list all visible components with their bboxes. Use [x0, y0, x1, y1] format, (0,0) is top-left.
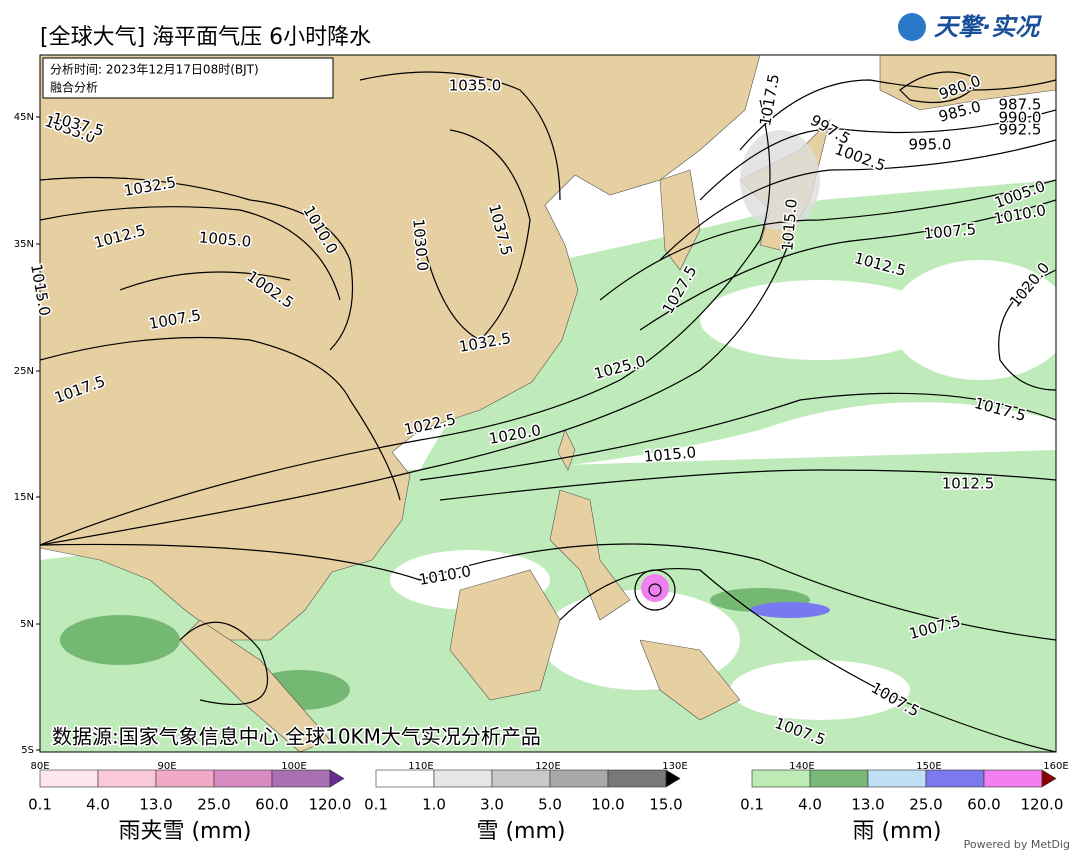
- lat-label: 15N: [14, 492, 34, 503]
- colorbar-tick: 60.0: [255, 796, 288, 814]
- lon-label: 100E: [281, 761, 306, 772]
- colorbar-title: 雨 (mm): [852, 819, 941, 844]
- lat-label: 45N: [14, 112, 34, 123]
- colorbar-tick: 0.1: [364, 796, 388, 814]
- intense-rain: [641, 574, 669, 602]
- colorbar-bin: [607, 769, 667, 788]
- title: [全球大气] 海平面气压 6小时降水: [40, 25, 371, 50]
- colorbar-bin: [491, 769, 551, 788]
- colorbar-tick: 13.0: [851, 796, 884, 814]
- isobar-label: 995.0: [909, 136, 952, 154]
- colorbar-tick: 10.0: [591, 796, 624, 814]
- colorbar-bin: [751, 769, 811, 788]
- colorbar-bin: [39, 769, 99, 788]
- map-frame: [39, 54, 1057, 753]
- lon-label: 110E: [408, 761, 433, 772]
- lon-label: 120E: [535, 761, 560, 772]
- colorbar-bin: [867, 769, 927, 788]
- colorbar-tick: 15.0: [649, 796, 682, 814]
- map-area: [40, 55, 1056, 752]
- colorbar-bin: [375, 769, 435, 788]
- isobar-label: 992.5: [999, 121, 1042, 139]
- colorbar-tick: 5.0: [538, 796, 562, 814]
- lat-label: 35N: [14, 239, 34, 250]
- isobar-label: 1035.0: [449, 77, 502, 95]
- footer: Powered by MetDig: [964, 838, 1070, 851]
- lat-label: 5N: [20, 619, 34, 630]
- lon-label: 150E: [916, 761, 941, 772]
- lon-label: 90E: [157, 761, 176, 772]
- isobar-label: 1012.5: [942, 475, 995, 493]
- colorbar-arrow: [665, 769, 681, 788]
- colorbar-tick: 25.0: [909, 796, 942, 814]
- logo: 天擎·实况: [934, 13, 1042, 41]
- colorbar-arrow: [329, 769, 345, 788]
- colorbar-tick: 4.0: [798, 796, 822, 814]
- colorbar-bin: [809, 769, 869, 788]
- colorbar-tick: 13.0: [139, 796, 172, 814]
- logo-icon: [898, 13, 926, 41]
- colorbar-tick: 60.0: [967, 796, 1000, 814]
- colorbar-tick: 25.0: [197, 796, 230, 814]
- colorbar-bin: [97, 769, 157, 788]
- lat-label: 25N: [14, 366, 34, 377]
- colorbar-tick: 1.0: [422, 796, 446, 814]
- colorbar-title: 雨夹雪 (mm): [118, 819, 251, 844]
- colorbar-bin: [155, 769, 215, 788]
- colorbar-tick: 120.0: [309, 796, 352, 814]
- isobar-label: 1015.0: [643, 443, 697, 466]
- colorbar-tick: 3.0: [480, 796, 504, 814]
- isobars: [40, 71, 1056, 752]
- lon-label: 140E: [789, 761, 814, 772]
- data-source: 数据源:国家气象信息中心 全球10KM大气实况分析产品: [52, 725, 541, 749]
- lon-label: 80E: [30, 761, 49, 772]
- lat-label: 5S: [21, 745, 34, 756]
- colorbar-tick: 0.1: [740, 796, 764, 814]
- info-method: 融合分析: [50, 80, 98, 95]
- isobar-label: 990.0: [999, 109, 1042, 127]
- colorbar-arrow: [1041, 769, 1057, 788]
- colorbar-bin: [213, 769, 273, 788]
- colorbar-title: 雪 (mm): [476, 819, 565, 844]
- intense-rain: [750, 602, 830, 618]
- colorbar-bin: [549, 769, 609, 788]
- colorbar-bin: [433, 769, 493, 788]
- lon-label: 160E: [1043, 761, 1068, 772]
- info-box: [42, 57, 334, 99]
- colorbar-tick: 0.1: [28, 796, 52, 814]
- info-time: 分析时间: 2023年12月17日08时(BJT): [50, 63, 259, 77]
- colorbar-tick: 4.0: [86, 796, 110, 814]
- land: [40, 55, 1056, 752]
- colorbar-bin: [925, 769, 985, 788]
- isobar-label: 987.5: [999, 96, 1042, 114]
- colorbar-bin: [271, 769, 331, 788]
- colorbar-tick: 120.0: [1021, 796, 1064, 814]
- colorbar-bin: [983, 769, 1043, 788]
- lon-label: 130E: [662, 761, 687, 772]
- snow: [740, 130, 820, 230]
